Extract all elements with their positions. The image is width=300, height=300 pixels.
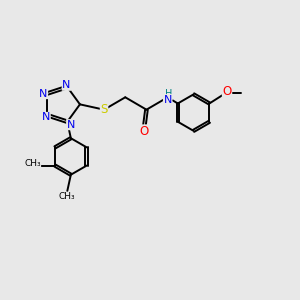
Text: N: N: [164, 94, 172, 105]
Text: S: S: [100, 103, 108, 116]
Text: N: N: [39, 88, 48, 99]
Text: CH₃: CH₃: [59, 192, 76, 201]
Text: N: N: [42, 112, 50, 122]
Text: O: O: [222, 85, 232, 98]
Text: O: O: [140, 125, 149, 138]
Text: N: N: [62, 80, 70, 90]
Text: N: N: [67, 120, 75, 130]
Text: CH₃: CH₃: [24, 159, 41, 168]
Text: H: H: [165, 89, 172, 99]
